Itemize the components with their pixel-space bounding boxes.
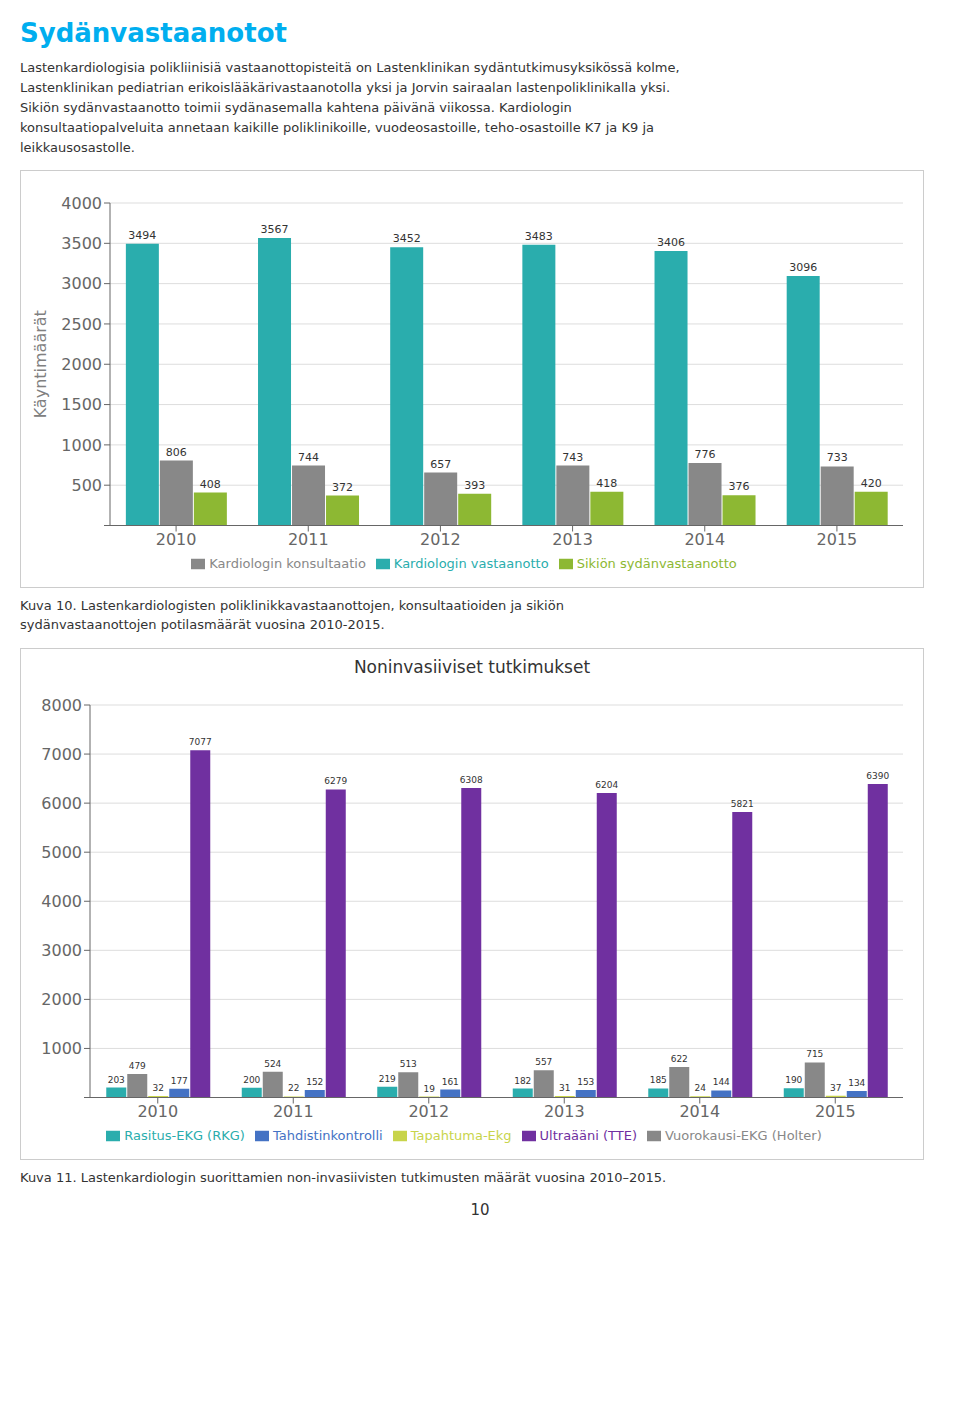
svg-text:2014: 2014 [684,530,725,549]
svg-text:3500: 3500 [61,234,102,253]
svg-text:408: 408 [200,478,221,491]
svg-text:37: 37 [830,1083,841,1093]
svg-text:3483: 3483 [525,230,553,243]
svg-text:144: 144 [713,1077,730,1087]
svg-text:3000: 3000 [61,274,102,293]
svg-text:219: 219 [379,1074,396,1084]
html-text:leikkausosastolle.: leikkausosastolle. [20,140,135,155]
svg-text:3000: 3000 [41,941,82,960]
svg-text:1500: 1500 [61,395,102,414]
html-text:Lastenklinikan pediatrian erik: Lastenklinikan pediatrian erikoislääkäri… [20,80,671,95]
svg-text:2500: 2500 [61,315,102,334]
svg-text:5000: 5000 [41,843,82,862]
svg-text:2012: 2012 [408,1102,449,1121]
html-text:konsultaatiopalveluita annetaa: konsultaatiopalveluita annetaan kaikille… [20,120,654,135]
svg-text:4000: 4000 [41,892,82,911]
html-text:Kardiologin vastaanotto: Kardiologin vastaanotto [393,555,549,571]
svg-text:2000: 2000 [41,990,82,1009]
svg-text:153: 153 [577,1077,594,1087]
svg-text:19: 19 [424,1084,436,1094]
html-text:Kardiologin konsultaatio: Kardiologin konsultaatio [209,555,366,571]
svg-text:418: 418 [596,477,617,490]
svg-text:3494: 3494 [128,229,156,242]
svg-text:31: 31 [559,1083,570,1093]
html-text:Tapahtuma-Ekg: Tapahtuma-Ekg [410,1127,512,1143]
svg-text:2013: 2013 [552,530,593,549]
svg-text:203: 203 [108,1075,125,1085]
svg-text:479: 479 [129,1061,146,1071]
svg-text:657: 657 [430,458,451,471]
html-text:Lastenkardiologisia polikliini: Lastenkardiologisia polikliinisiä vastaa… [20,60,680,75]
svg-text:6000: 6000 [41,794,82,813]
svg-text:376: 376 [729,480,750,493]
svg-text:1000: 1000 [41,1039,82,1058]
svg-text:Käyntimäärät: Käyntimäärät [31,310,50,418]
svg-text:524: 524 [264,1059,281,1069]
svg-text:6390: 6390 [866,771,889,781]
svg-text:161: 161 [442,1077,459,1087]
html-text:Sydänvastaanotot: Sydänvastaanotot [20,18,287,48]
html-text:Tahdistinkontrolli: Tahdistinkontrolli [272,1127,383,1143]
svg-text:3452: 3452 [393,232,421,245]
svg-text:24: 24 [695,1083,707,1093]
svg-text:134: 134 [848,1078,865,1088]
svg-text:177: 177 [171,1076,188,1086]
svg-text:4000: 4000 [61,194,102,213]
svg-text:557: 557 [535,1057,552,1067]
svg-text:715: 715 [806,1049,823,1059]
svg-text:190: 190 [785,1075,802,1085]
svg-text:2014: 2014 [679,1102,720,1121]
svg-text:7077: 7077 [189,737,212,747]
svg-text:2000: 2000 [61,355,102,374]
svg-text:2015: 2015 [817,530,858,549]
svg-text:6308: 6308 [460,775,483,785]
svg-text:2015: 2015 [815,1102,856,1121]
svg-text:22: 22 [288,1083,299,1093]
html-text:sydänvastaanottojen potilasmää: sydänvastaanottojen potilasmäärät vuosin… [20,617,385,632]
svg-text:32: 32 [153,1083,164,1093]
svg-text:733: 733 [827,451,848,464]
svg-text:5821: 5821 [731,799,754,809]
svg-text:185: 185 [650,1075,667,1085]
svg-text:393: 393 [464,479,485,492]
svg-text:2010: 2010 [156,530,197,549]
svg-text:372: 372 [332,481,353,494]
svg-text:743: 743 [562,451,583,464]
svg-text:152: 152 [306,1077,323,1087]
svg-text:2012: 2012 [420,530,461,549]
svg-text:8000: 8000 [41,696,82,715]
html-text:Ultraääni (TTE): Ultraääni (TTE) [539,1127,637,1143]
html-text:Kuva 10. Lastenkardiologisten: Kuva 10. Lastenkardiologisten poliklinik… [20,598,564,613]
svg-text:6204: 6204 [595,780,618,790]
html-text:Rasitus-EKG (RKG): Rasitus-EKG (RKG) [124,1127,245,1143]
svg-text:420: 420 [861,477,882,490]
svg-text:6279: 6279 [324,776,347,786]
svg-text:200: 200 [243,1075,260,1085]
html-text:Kuva 11. Lastenkardiologin suo: Kuva 11. Lastenkardiologin suorittamien … [20,1170,667,1185]
svg-text:3406: 3406 [657,236,685,249]
html-text:10: 10 [470,1201,490,1219]
svg-text:2011: 2011 [288,530,329,549]
svg-text:513: 513 [400,1059,417,1069]
svg-text:1000: 1000 [61,436,102,455]
html-text:Sikiön sydänvastaanotto toimii: Sikiön sydänvastaanotto toimii sydänasem… [20,100,572,115]
svg-text:182: 182 [514,1076,531,1086]
svg-text:3096: 3096 [789,261,817,274]
html-text:Noninvasiiviset tutkimukset: Noninvasiiviset tutkimukset [353,657,591,677]
svg-text:806: 806 [166,446,187,459]
svg-text:2013: 2013 [544,1102,585,1121]
svg-text:622: 622 [671,1054,688,1064]
svg-text:2010: 2010 [137,1102,178,1121]
svg-text:744: 744 [298,451,319,464]
svg-text:2011: 2011 [273,1102,314,1121]
svg-text:3567: 3567 [261,223,289,236]
svg-text:7000: 7000 [41,745,82,764]
svg-text:776: 776 [695,448,716,461]
svg-text:500: 500 [71,476,102,495]
html-text:Sikiön sydänvastaanotto: Sikiön sydänvastaanotto [576,555,737,571]
html-text:Vuorokausi-EKG (Holter): Vuorokausi-EKG (Holter) [665,1127,822,1143]
